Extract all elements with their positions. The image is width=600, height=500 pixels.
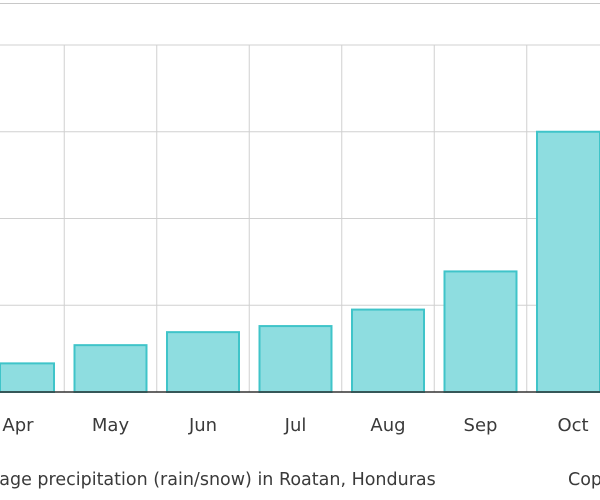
caption-text: Average precipitation (rain/snow) in Roa… xyxy=(0,470,436,490)
x-tick-label-may: May xyxy=(92,415,130,436)
chart-caption: Average precipitation (rain/snow) in Roa… xyxy=(0,465,600,495)
x-tick-label-jun: Jun xyxy=(188,415,217,436)
chart-frame-top xyxy=(0,0,600,4)
gridlines xyxy=(0,44,600,392)
x-tick-label-sep: Sep xyxy=(464,415,498,436)
bar-jul xyxy=(258,325,333,394)
copyright-text: Copyright xyxy=(568,470,600,490)
x-tick-label-aug: Aug xyxy=(370,415,405,436)
bar-sep xyxy=(443,270,518,394)
x-tick-label-apr: Apr xyxy=(2,415,34,436)
x-tick-labels: Apr May Jun Jul Aug Sep Oct xyxy=(2,415,588,436)
bar-jun xyxy=(166,331,240,393)
x-tick-label-oct: Oct xyxy=(557,415,588,436)
x-tick-label-jul: Jul xyxy=(284,415,307,436)
bar-aug xyxy=(351,308,425,393)
bar-may xyxy=(73,344,148,393)
bars xyxy=(0,130,600,394)
bar-apr xyxy=(0,362,55,393)
bar-oct xyxy=(536,130,600,393)
